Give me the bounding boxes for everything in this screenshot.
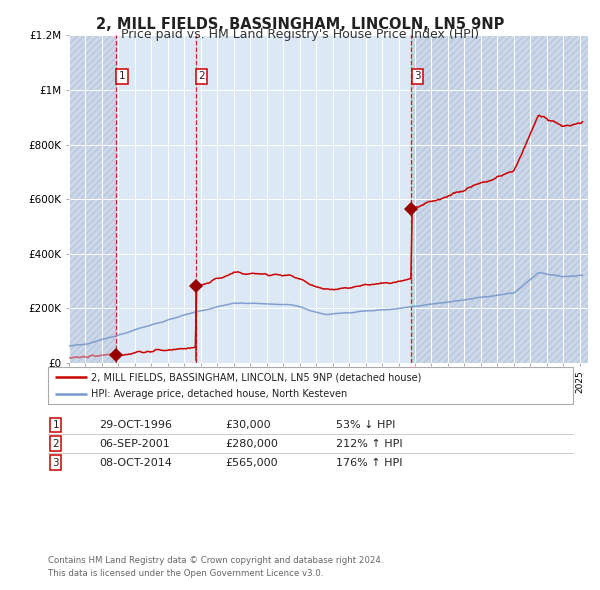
Text: 29-OCT-1996: 29-OCT-1996 (99, 420, 172, 430)
Text: 3: 3 (414, 71, 421, 81)
Bar (69, 35, 116, 363)
Bar (411, 35, 588, 363)
Text: 3: 3 (52, 458, 59, 467)
Text: £280,000: £280,000 (225, 439, 278, 448)
Text: 08-OCT-2014: 08-OCT-2014 (99, 458, 172, 467)
Text: 53% ↓ HPI: 53% ↓ HPI (336, 420, 395, 430)
Bar (116, 35, 411, 363)
Text: 2: 2 (52, 439, 59, 448)
Text: 2: 2 (199, 71, 205, 81)
Text: 2, MILL FIELDS, BASSINGHAM, LINCOLN, LN5 9NP: 2, MILL FIELDS, BASSINGHAM, LINCOLN, LN5… (96, 17, 504, 31)
Text: Contains HM Land Registry data © Crown copyright and database right 2024.
This d: Contains HM Land Registry data © Crown c… (48, 556, 383, 578)
Text: 176% ↑ HPI: 176% ↑ HPI (336, 458, 403, 467)
Text: HPI: Average price, detached house, North Kesteven: HPI: Average price, detached house, Nort… (91, 389, 347, 399)
Text: 212% ↑ HPI: 212% ↑ HPI (336, 439, 403, 448)
Text: 2, MILL FIELDS, BASSINGHAM, LINCOLN, LN5 9NP (detached house): 2, MILL FIELDS, BASSINGHAM, LINCOLN, LN5… (91, 372, 422, 382)
Text: £30,000: £30,000 (225, 420, 271, 430)
Text: 1: 1 (119, 71, 125, 81)
Text: 06-SEP-2001: 06-SEP-2001 (99, 439, 170, 448)
Bar (69, 35, 116, 363)
Text: 1: 1 (52, 420, 59, 430)
Text: Price paid vs. HM Land Registry's House Price Index (HPI): Price paid vs. HM Land Registry's House … (121, 28, 479, 41)
Text: £565,000: £565,000 (225, 458, 278, 467)
Bar (411, 35, 588, 363)
